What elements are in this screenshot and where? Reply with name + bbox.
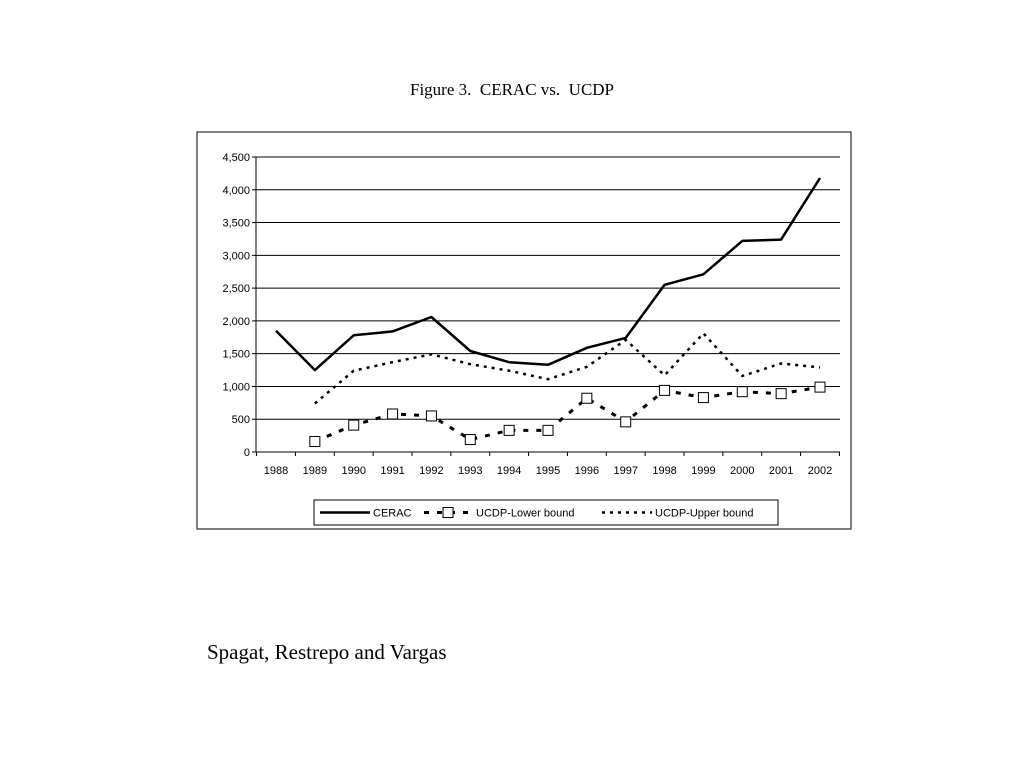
legend-label-cerac: CERAC xyxy=(373,508,412,520)
series-ucdp-upper-line xyxy=(314,331,821,405)
y-tick-label: 3,500 xyxy=(222,218,250,230)
series-ucdp-lower-point xyxy=(309,436,321,448)
x-tick-label: 1988 xyxy=(264,465,288,477)
x-tick-label: 1993 xyxy=(458,465,482,477)
y-tick-label: 1,500 xyxy=(222,349,250,361)
x-tick-label: 2002 xyxy=(808,465,832,477)
chart-frame xyxy=(196,131,852,530)
caption: Spagat, Restrepo and Vargas xyxy=(207,640,447,664)
x-tick-label: 1992 xyxy=(419,465,443,477)
x-tick-label: 1997 xyxy=(613,465,637,477)
legend-label-ucdp-lower: UCDP-Lower bound xyxy=(476,508,574,520)
series-ucdp-lower-point xyxy=(775,388,787,400)
y-tick-label: 0 xyxy=(244,447,250,459)
y-tick-label: 4,000 xyxy=(222,185,250,197)
x-tick-label: 1999 xyxy=(691,465,715,477)
x-tick-label: 2001 xyxy=(769,465,793,477)
series-ucdp-lower-point xyxy=(697,392,709,404)
y-tick-label: 3,000 xyxy=(222,250,250,262)
series-ucdp-lower-point xyxy=(425,410,437,422)
series-ucdp-lower-point xyxy=(387,408,399,420)
series-ucdp-lower-point xyxy=(464,434,476,446)
chart-title: Figure 3. CERAC vs. UCDP xyxy=(409,80,615,99)
legend-marker-ucdp-lower xyxy=(442,507,454,518)
series-ucdp-lower-point xyxy=(542,424,554,436)
series-cerac-line xyxy=(275,177,822,372)
y-tick-label: 1,000 xyxy=(222,381,250,393)
y-tick-label: 500 xyxy=(232,414,250,426)
x-tick-label: 1990 xyxy=(341,465,365,477)
series-ucdp-lower-point xyxy=(620,416,632,428)
series-ucdp-lower-point xyxy=(348,419,360,431)
x-tick-label: 2000 xyxy=(730,465,754,477)
series-ucdp-lower-point xyxy=(503,424,515,436)
x-tick-label: 1995 xyxy=(536,465,560,477)
y-tick-label: 2,500 xyxy=(222,283,250,295)
x-tick-label: 1989 xyxy=(303,465,327,477)
y-tick-label: 4,500 xyxy=(222,152,250,164)
legend-label-ucdp-upper: UCDP-Upper bound xyxy=(655,508,753,520)
x-tick-label: 1996 xyxy=(575,465,599,477)
series-ucdp-lower-point xyxy=(814,381,826,393)
x-tick-label: 1994 xyxy=(497,465,521,477)
series-ucdp-lower-point xyxy=(659,384,671,396)
legend-box xyxy=(313,499,779,526)
y-tick-label: 2,000 xyxy=(222,316,250,328)
x-tick-label: 1991 xyxy=(380,465,404,477)
series-ucdp-lower-point xyxy=(736,386,748,398)
x-tick-label: 1998 xyxy=(652,465,676,477)
series-ucdp-lower-point xyxy=(581,392,593,404)
